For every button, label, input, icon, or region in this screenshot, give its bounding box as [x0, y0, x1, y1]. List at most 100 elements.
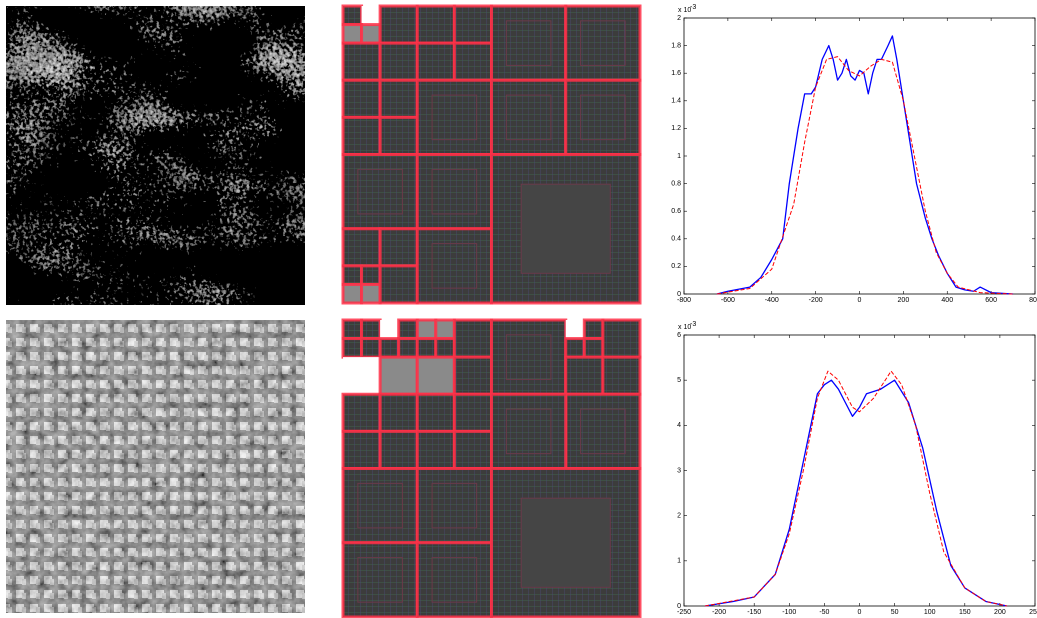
quad-cell	[415, 541, 493, 618]
quad-cell	[341, 282, 364, 305]
x-tick-label: 50	[891, 609, 899, 616]
quad-cell	[564, 337, 586, 359]
quad-cell	[341, 41, 382, 82]
x-tick-label: 400	[941, 297, 953, 304]
quad-cell	[341, 78, 382, 119]
quad-cell	[452, 4, 493, 45]
quad-cell	[415, 153, 493, 231]
quad-inner	[431, 168, 478, 215]
x-tick-label: 0	[858, 609, 862, 616]
quad-inner	[505, 334, 552, 380]
quad-inner	[357, 557, 403, 603]
x-tick-label: -400	[765, 297, 779, 304]
quad-cell	[341, 115, 382, 156]
quad-cell	[601, 318, 642, 359]
quad-cell	[341, 318, 364, 341]
quad-cell	[378, 264, 419, 305]
y-tick-label: 3	[677, 467, 681, 474]
y-tick-label: 2	[677, 513, 681, 520]
x-tick-label: 150	[959, 609, 971, 616]
quad-cell	[415, 355, 456, 396]
quad-cell	[360, 23, 382, 45]
quad-inner	[505, 94, 552, 141]
quad-cell	[360, 282, 382, 305]
quad-inner	[431, 557, 478, 603]
quadtree	[341, 4, 642, 305]
quad-cell	[415, 429, 456, 470]
y-tick-label: 1.4	[671, 98, 681, 105]
density-line	[704, 370, 1008, 607]
quad-inner	[431, 482, 478, 529]
quad-cell	[341, 227, 382, 268]
density-line	[716, 35, 1014, 295]
quad-cell	[490, 318, 568, 396]
quad-cell	[378, 337, 401, 359]
empty-cell	[343, 357, 381, 395]
quad-cell	[341, 23, 364, 45]
density-line	[704, 379, 1008, 607]
x-tick-label: 800	[1029, 297, 1037, 304]
quad-cell	[378, 429, 419, 470]
quad-cell	[490, 4, 568, 82]
x-tick-label: -200	[712, 609, 726, 616]
y-tick-label: 1	[677, 153, 681, 160]
aerial-image	[6, 6, 305, 305]
y-tick-label: 4	[677, 422, 681, 429]
quad-cell	[397, 337, 419, 359]
quad-cell	[452, 355, 493, 396]
quad-inner	[520, 497, 611, 588]
quad-cell	[341, 467, 419, 545]
aerial-image	[6, 320, 305, 613]
y-tick-label: 0.6	[671, 208, 681, 215]
quad-cell	[582, 337, 605, 359]
y-multiplier: x 10	[678, 324, 691, 331]
y-tick-label: 1.8	[671, 42, 681, 49]
quad-cell	[360, 337, 382, 359]
empty-cell	[380, 320, 399, 339]
x-tick-label: -150	[747, 609, 761, 616]
quad-cell	[378, 227, 419, 268]
quad-cell	[341, 429, 382, 470]
y-tick-label: 1.6	[671, 70, 681, 77]
quad-inner	[357, 482, 403, 529]
quad-cell	[415, 78, 493, 156]
quad-cell	[415, 4, 456, 45]
quad-cell	[360, 318, 382, 341]
y-tick-label: 0	[677, 603, 681, 610]
quad-cell	[378, 392, 419, 433]
quad-cell	[341, 264, 364, 286]
quad-cell	[490, 78, 568, 156]
quad-inner	[580, 20, 626, 66]
quad-cell	[564, 392, 642, 470]
quad-inner	[431, 243, 478, 289]
quad-cell	[341, 4, 364, 27]
quad-cell	[564, 78, 642, 156]
density-line	[716, 56, 1014, 295]
quad-inner	[505, 20, 552, 66]
quad-cell	[378, 4, 419, 45]
y-tick-label: 0.4	[671, 236, 681, 243]
y-multiplier: x 10	[678, 7, 691, 14]
quad-cell	[378, 41, 419, 82]
quad-cell	[490, 392, 568, 470]
y-tick-label: 5	[677, 377, 681, 384]
quad-inner	[357, 168, 403, 215]
quad-cell	[415, 41, 456, 82]
empty-cell	[361, 6, 381, 25]
quad-cell	[341, 153, 419, 231]
quad-cell	[415, 227, 493, 305]
x-tick-label: 0	[858, 297, 862, 304]
quad-cell	[378, 355, 419, 396]
quad-cell	[341, 541, 419, 618]
quad-cell	[341, 392, 382, 433]
plot-frame	[683, 17, 1036, 295]
quad-cell	[601, 355, 642, 396]
y-tick-label: 0.8	[671, 180, 681, 187]
y-tick-label: 0.2	[671, 263, 681, 270]
quad-cell	[434, 337, 456, 359]
empty-cell	[565, 320, 585, 339]
quad-inner	[580, 94, 626, 141]
x-tick-label: 200	[994, 609, 1006, 616]
y-tick-label: 1.2	[671, 125, 681, 132]
quad-cell	[397, 318, 419, 341]
